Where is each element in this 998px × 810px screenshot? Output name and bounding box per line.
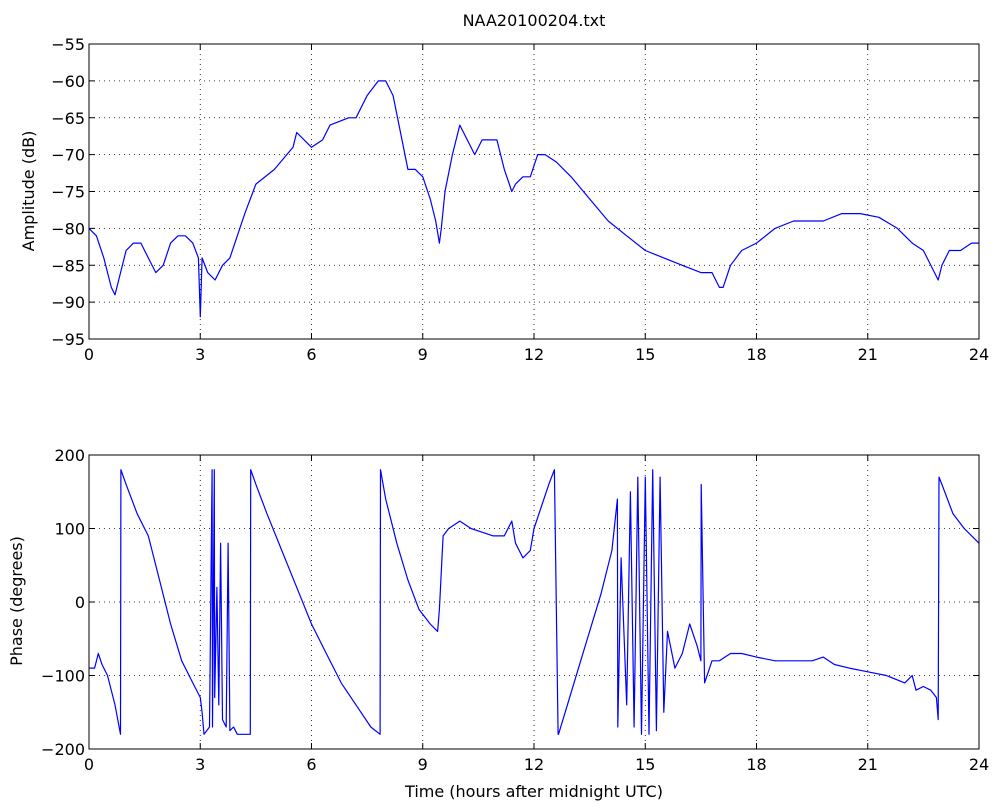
phase-xtick-label: 18 — [746, 755, 766, 774]
amplitude-xtick-label: 15 — [635, 345, 655, 364]
amplitude-ytick-label: −70 — [51, 146, 85, 165]
phase-ylabel: Phase (degrees) — [7, 536, 26, 666]
phase-xtick-label: 9 — [418, 755, 428, 774]
phase-xtick-label: 6 — [306, 755, 316, 774]
amplitude-ytick-label: −65 — [51, 109, 85, 128]
amplitude-ylabel: Amplitude (dB) — [19, 131, 38, 252]
phase-ytick-label: 0 — [75, 593, 85, 612]
amplitude-ytick-label: −60 — [51, 72, 85, 91]
plot-title: NAA20100204.txt — [463, 11, 606, 30]
phase-xtick-label: 21 — [858, 755, 878, 774]
amplitude-xtick-label: 24 — [969, 345, 989, 364]
phase-xtick-label: 0 — [84, 755, 94, 774]
amplitude-ytick-label: −55 — [51, 35, 85, 54]
phase-ytick-label: 200 — [54, 446, 85, 465]
phase-xtick-label: 3 — [195, 755, 205, 774]
phase-xtick-label: 15 — [635, 755, 655, 774]
amplitude-xtick-label: 12 — [524, 345, 544, 364]
phase-xtick-label: 12 — [524, 755, 544, 774]
amplitude-xtick-label: 3 — [195, 345, 205, 364]
phase-ytick-label: −100 — [41, 667, 85, 686]
amplitude-axes: 0 3 6 9 12 15 18 21 24 −95 −90 −85 −80 −75 −70 −65 −60 −5… — [51, 35, 989, 364]
amplitude-xtick-label: 18 — [746, 345, 766, 364]
amplitude-series-line — [88, 80, 979, 318]
phase-axes: 0 3 6 9 12 15 18 21 24 −200 −100 0 100 200 — [41, 446, 989, 774]
phase-xlabel: Time (hours after midnight UTC) — [404, 782, 663, 801]
amplitude-xtick-label: 6 — [306, 345, 316, 364]
amplitude-xtick-label: 9 — [418, 345, 428, 364]
amplitude-ytick-label: −75 — [51, 183, 85, 202]
amplitude-ytick-label: −95 — [51, 330, 85, 349]
amplitude-ytick-label: −90 — [51, 293, 85, 312]
amplitude-ytick-label: −85 — [51, 256, 85, 275]
amplitude-xtick-label: 21 — [858, 345, 878, 364]
phase-ytick-label: 100 — [54, 520, 85, 539]
amplitude-ytick-label: −80 — [51, 219, 85, 238]
phase-xtick-label: 24 — [969, 755, 989, 774]
phase-series-line — [89, 469, 980, 735]
amplitude-xtick-label: 0 — [84, 345, 94, 364]
phase-ytick-label: −200 — [41, 740, 85, 759]
